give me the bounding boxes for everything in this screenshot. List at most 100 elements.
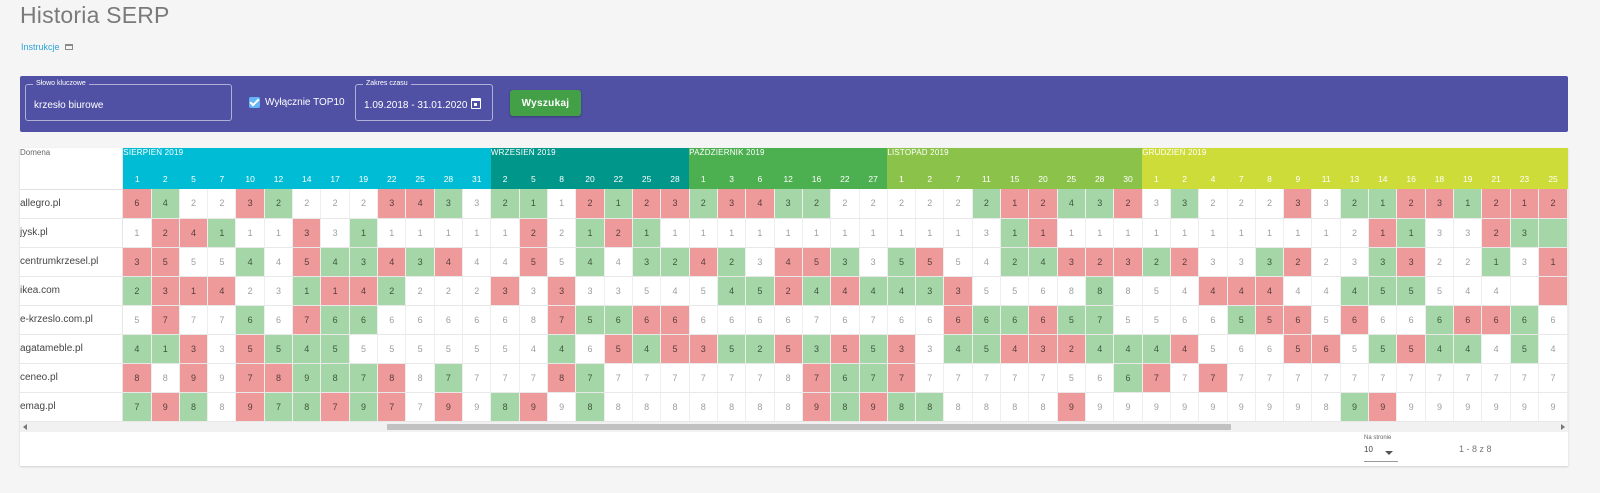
position-cell: 2 [235,276,265,306]
position-cell: 6 [717,305,747,335]
position-cell: 8 [377,363,407,393]
position-cell: 4 [292,334,322,364]
top10-label[interactable]: Wyłącznie TOP10 [265,97,345,108]
position-cell: 2 [689,189,718,219]
chevron-down-icon[interactable] [1385,451,1393,455]
position-cell: 1 [943,218,973,248]
calendar-icon[interactable] [471,98,481,109]
position-cell: 4 [405,189,435,219]
position-cell: 1 [1170,218,1200,248]
position-cell: 4 [320,247,350,277]
search-button[interactable]: Wyszukaj [510,90,581,116]
position-cell: 5 [802,247,832,277]
position-cell: 3 [1453,218,1483,248]
position-cell: 4 [887,276,917,306]
position-cell: 6 [887,305,917,335]
day-header: 4 [1198,174,1228,189]
position-cell: 4 [1227,276,1256,306]
position-cell: 1 [604,189,633,219]
position-cell: 9 [1142,392,1171,422]
position-cell: 1 [490,218,520,248]
instructions-label[interactable]: Instrukcje [21,42,60,52]
day-header: 16 [1396,174,1426,189]
position-cell: 3 [264,276,294,306]
position-cell: 1 [1368,189,1398,219]
position-cell: 6 [972,305,1002,335]
position-cell: 7 [745,363,775,393]
position-cell: 1 [547,189,577,219]
position-cell: 3 [462,189,492,219]
position-cell: 5 [717,334,747,364]
position-cell: 3 [519,276,549,306]
position-cell: 3 [717,189,747,219]
position-cell: 7 [802,363,832,393]
day-header: 8 [1255,174,1284,189]
position-cell: 7 [1142,363,1171,393]
position-cell: 4 [1311,276,1341,306]
day-header: 28 [660,174,690,189]
scroll-right-icon[interactable] [1561,424,1565,430]
position-cell: 2 [151,218,180,248]
position-cell: 5 [604,334,633,364]
position-cell: 2 [490,189,520,219]
horizontal-scrollbar[interactable] [20,422,1568,432]
position-cell: 2 [519,218,549,248]
position-cell: 5 [1198,334,1228,364]
position-cell: 5 [377,334,407,364]
position-cell: 5 [434,334,464,364]
position-cell: 3 [774,189,803,219]
position-cell: 3 [179,334,209,364]
position-cell: 8 [575,392,605,422]
position-cell: 5 [1113,305,1143,335]
position-cell: 1 [717,218,747,248]
rows-per-page-select[interactable]: 10 [1364,445,1398,462]
position-cell: 8 [1000,392,1030,422]
scroll-left-icon[interactable] [23,424,27,430]
position-cell: 9 [1368,392,1398,422]
table-row: centrumkrzesel.pl 3 5 5 5 4 4 5 4 3 4 3 4 4 4 5 5 4 4 3 2 4 2 3… [20,247,1568,277]
position-cell: 7 [462,363,492,393]
position-cell: 4 [632,334,662,364]
position-cell: 7 [179,305,209,335]
position-cell: 4 [774,247,803,277]
position-cell: 6 [1481,305,1511,335]
position-cell: 4 [547,334,577,364]
date-range-field[interactable]: Zakres czasu 1.09.2018 - 31.01.2020 [355,79,493,121]
top10-toggle[interactable]: Wyłącznie TOP10 [249,97,345,108]
day-header: 1 [887,174,916,189]
position-cell: 5 [1368,276,1398,306]
position-cell: 7 [604,363,633,393]
position-cell: 6 [575,334,605,364]
position-cell: 6 [1510,305,1540,335]
position-cell: 7 [1170,363,1200,393]
position-cell: 5 [264,334,294,364]
scrollbar-thumb[interactable] [387,424,1231,430]
keyword-field[interactable]: Słowo kluczowe krzesło biurowe [25,79,232,121]
position-cell: 8 [547,363,577,393]
instructions-link[interactable]: Instrukcje [21,42,73,52]
position-cell: 2 [547,218,577,248]
day-header: 28 [434,174,463,189]
position-cell: 8 [660,392,690,422]
position-cell: 1 [1368,218,1398,248]
date-range-input[interactable]: 1.09.2018 - 31.01.2020 [364,100,468,111]
position-cell: 2 [320,189,350,219]
month-header: GRUDZIEŃ 2019 [1142,148,1568,174]
position-cell: 7 [632,363,662,393]
position-cell: 4 [1170,276,1200,306]
position-cell: 3 [1425,189,1455,219]
top10-checkbox[interactable] [249,97,260,108]
position-cell: 6 [377,305,407,335]
position-cell: 6 [1368,305,1398,335]
keyword-input[interactable]: krzesło biurowe [34,100,104,111]
rows-per-page-value[interactable]: 10 [1364,445,1373,454]
position-cell: 8 [490,392,520,422]
position-cell: 1 [122,218,152,248]
position-cell: 3 [1311,189,1341,219]
position-cell: 4 [122,334,152,364]
serp-table-viewport: Domena SIERPIEŃ 2019 WRZESIEŃ 2019 PAŹDZIE… [20,148,1568,422]
day-header: 2 [490,174,520,189]
position-cell: 5 [1396,276,1426,306]
month-header: PAŹDZIERNIK 2019 [689,148,888,174]
position-cell: 8 [745,392,775,422]
